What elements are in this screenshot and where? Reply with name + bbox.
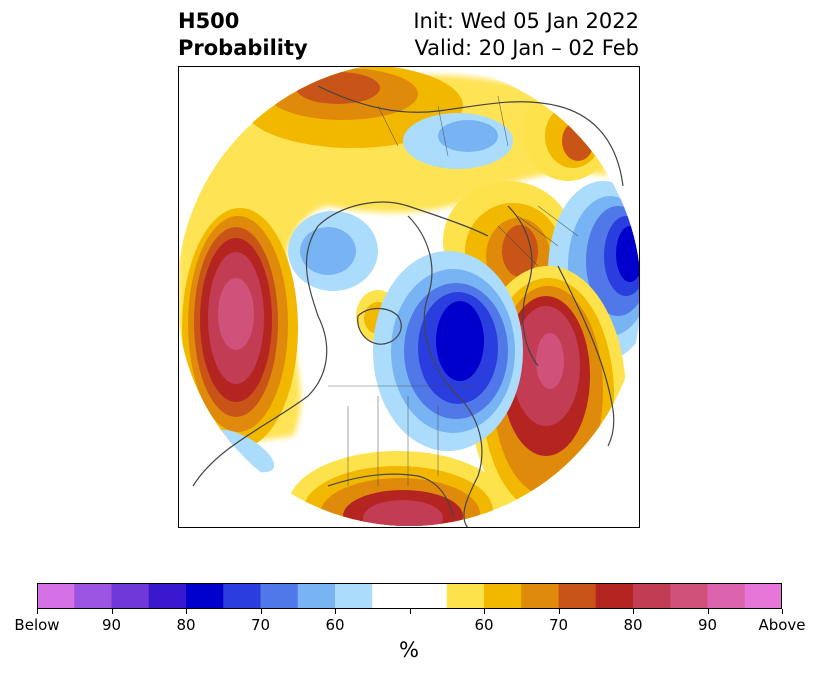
colorbar-unit: % bbox=[399, 638, 419, 662]
title-product: Probability bbox=[178, 36, 308, 60]
colorbar-tick-label: 60 bbox=[474, 616, 494, 634]
colorbar-tick-label: 90 bbox=[697, 616, 718, 634]
colorbar-swatch bbox=[446, 583, 485, 609]
coastlines bbox=[192, 85, 624, 528]
coastline-africa-north bbox=[557, 265, 615, 447]
colorbar-tick bbox=[558, 609, 560, 614]
colorbar-swatch bbox=[335, 583, 373, 609]
title-variable: H500 bbox=[178, 9, 240, 33]
colorbar-swatches bbox=[37, 583, 783, 609]
colorbar-swatch bbox=[148, 583, 187, 609]
coastline-hudson-bay bbox=[357, 307, 402, 345]
colorbar-swatch bbox=[409, 583, 448, 609]
colorbar-tick-label: 80 bbox=[176, 616, 196, 634]
colorbar-swatch bbox=[595, 583, 634, 609]
colorbar bbox=[37, 583, 783, 609]
colorbar-swatch bbox=[670, 583, 708, 609]
colorbar-swatch bbox=[372, 583, 410, 609]
colorbar-tick bbox=[707, 609, 709, 614]
colorbar-tick-label: 60 bbox=[325, 616, 345, 634]
colorbar-tick bbox=[186, 609, 187, 614]
colorbar-swatch bbox=[37, 583, 75, 609]
colorbar-swatch bbox=[223, 583, 261, 609]
colorbar-tick-label: 90 bbox=[101, 616, 122, 634]
colorbar-swatch bbox=[484, 583, 522, 609]
colorbar-swatch bbox=[633, 583, 671, 609]
field-atl-90 bbox=[536, 333, 564, 389]
title-valid-range: Valid: 20 Jan – 02 Feb bbox=[414, 36, 639, 60]
field-nwcan-65 bbox=[300, 227, 356, 275]
colorbar-tick bbox=[335, 609, 336, 614]
colorbar-tick bbox=[484, 609, 485, 614]
colorbar-tick-label: Above bbox=[758, 616, 806, 634]
colorbar-tick bbox=[260, 609, 262, 614]
colorbar-swatch bbox=[74, 583, 112, 609]
polar-map bbox=[178, 66, 640, 528]
coastline-gulf bbox=[327, 473, 454, 517]
coastline-europe bbox=[507, 205, 539, 367]
title-right: Init: Wed 05 Jan 2022 Valid: 20 Jan – 02… bbox=[413, 8, 639, 62]
colorbar-outline bbox=[37, 583, 782, 609]
colorbar-swatch bbox=[297, 583, 336, 609]
colorbar-tick-label: 80 bbox=[623, 616, 643, 634]
colorbar-swatch bbox=[111, 583, 150, 609]
anomaly-field bbox=[178, 66, 640, 526]
colorbar-swatch bbox=[707, 583, 746, 609]
colorbar-tick bbox=[409, 609, 411, 614]
coastline-north-america-west bbox=[192, 201, 489, 487]
colorbar-swatch bbox=[744, 583, 783, 609]
field-pacific-90 bbox=[218, 278, 254, 350]
coastline-eurasia-north bbox=[317, 85, 624, 187]
colorbar-tick-label: 70 bbox=[250, 616, 271, 634]
field-sus-85 bbox=[363, 500, 443, 526]
field-arctic-below-65 bbox=[438, 120, 498, 152]
map-frame-border bbox=[178, 66, 640, 528]
colorbar-tick-label: Below bbox=[14, 616, 60, 634]
coastline-north-america-east bbox=[407, 215, 483, 528]
map-panel bbox=[178, 66, 640, 528]
title-left: H500 Probability bbox=[178, 8, 308, 62]
borders-europe bbox=[497, 205, 579, 267]
political-borders bbox=[328, 95, 579, 486]
title-init-date: Init: Wed 05 Jan 2022 bbox=[413, 9, 639, 33]
colorbar-tick bbox=[633, 609, 634, 614]
field-ecan-80 bbox=[436, 301, 484, 381]
colorbar-swatch bbox=[186, 583, 224, 609]
colorbar-tick bbox=[111, 609, 113, 614]
field-europe-75 bbox=[502, 225, 538, 277]
colorbar-tick bbox=[37, 609, 38, 614]
colorbar-swatch bbox=[260, 583, 299, 609]
colorbar-swatch bbox=[558, 583, 597, 609]
colorbar-tick bbox=[782, 609, 783, 614]
colorbar-swatch bbox=[521, 583, 559, 609]
borders-asia bbox=[377, 95, 509, 157]
colorbar-tick-label: 70 bbox=[548, 616, 569, 634]
borders-us-states bbox=[347, 396, 439, 486]
